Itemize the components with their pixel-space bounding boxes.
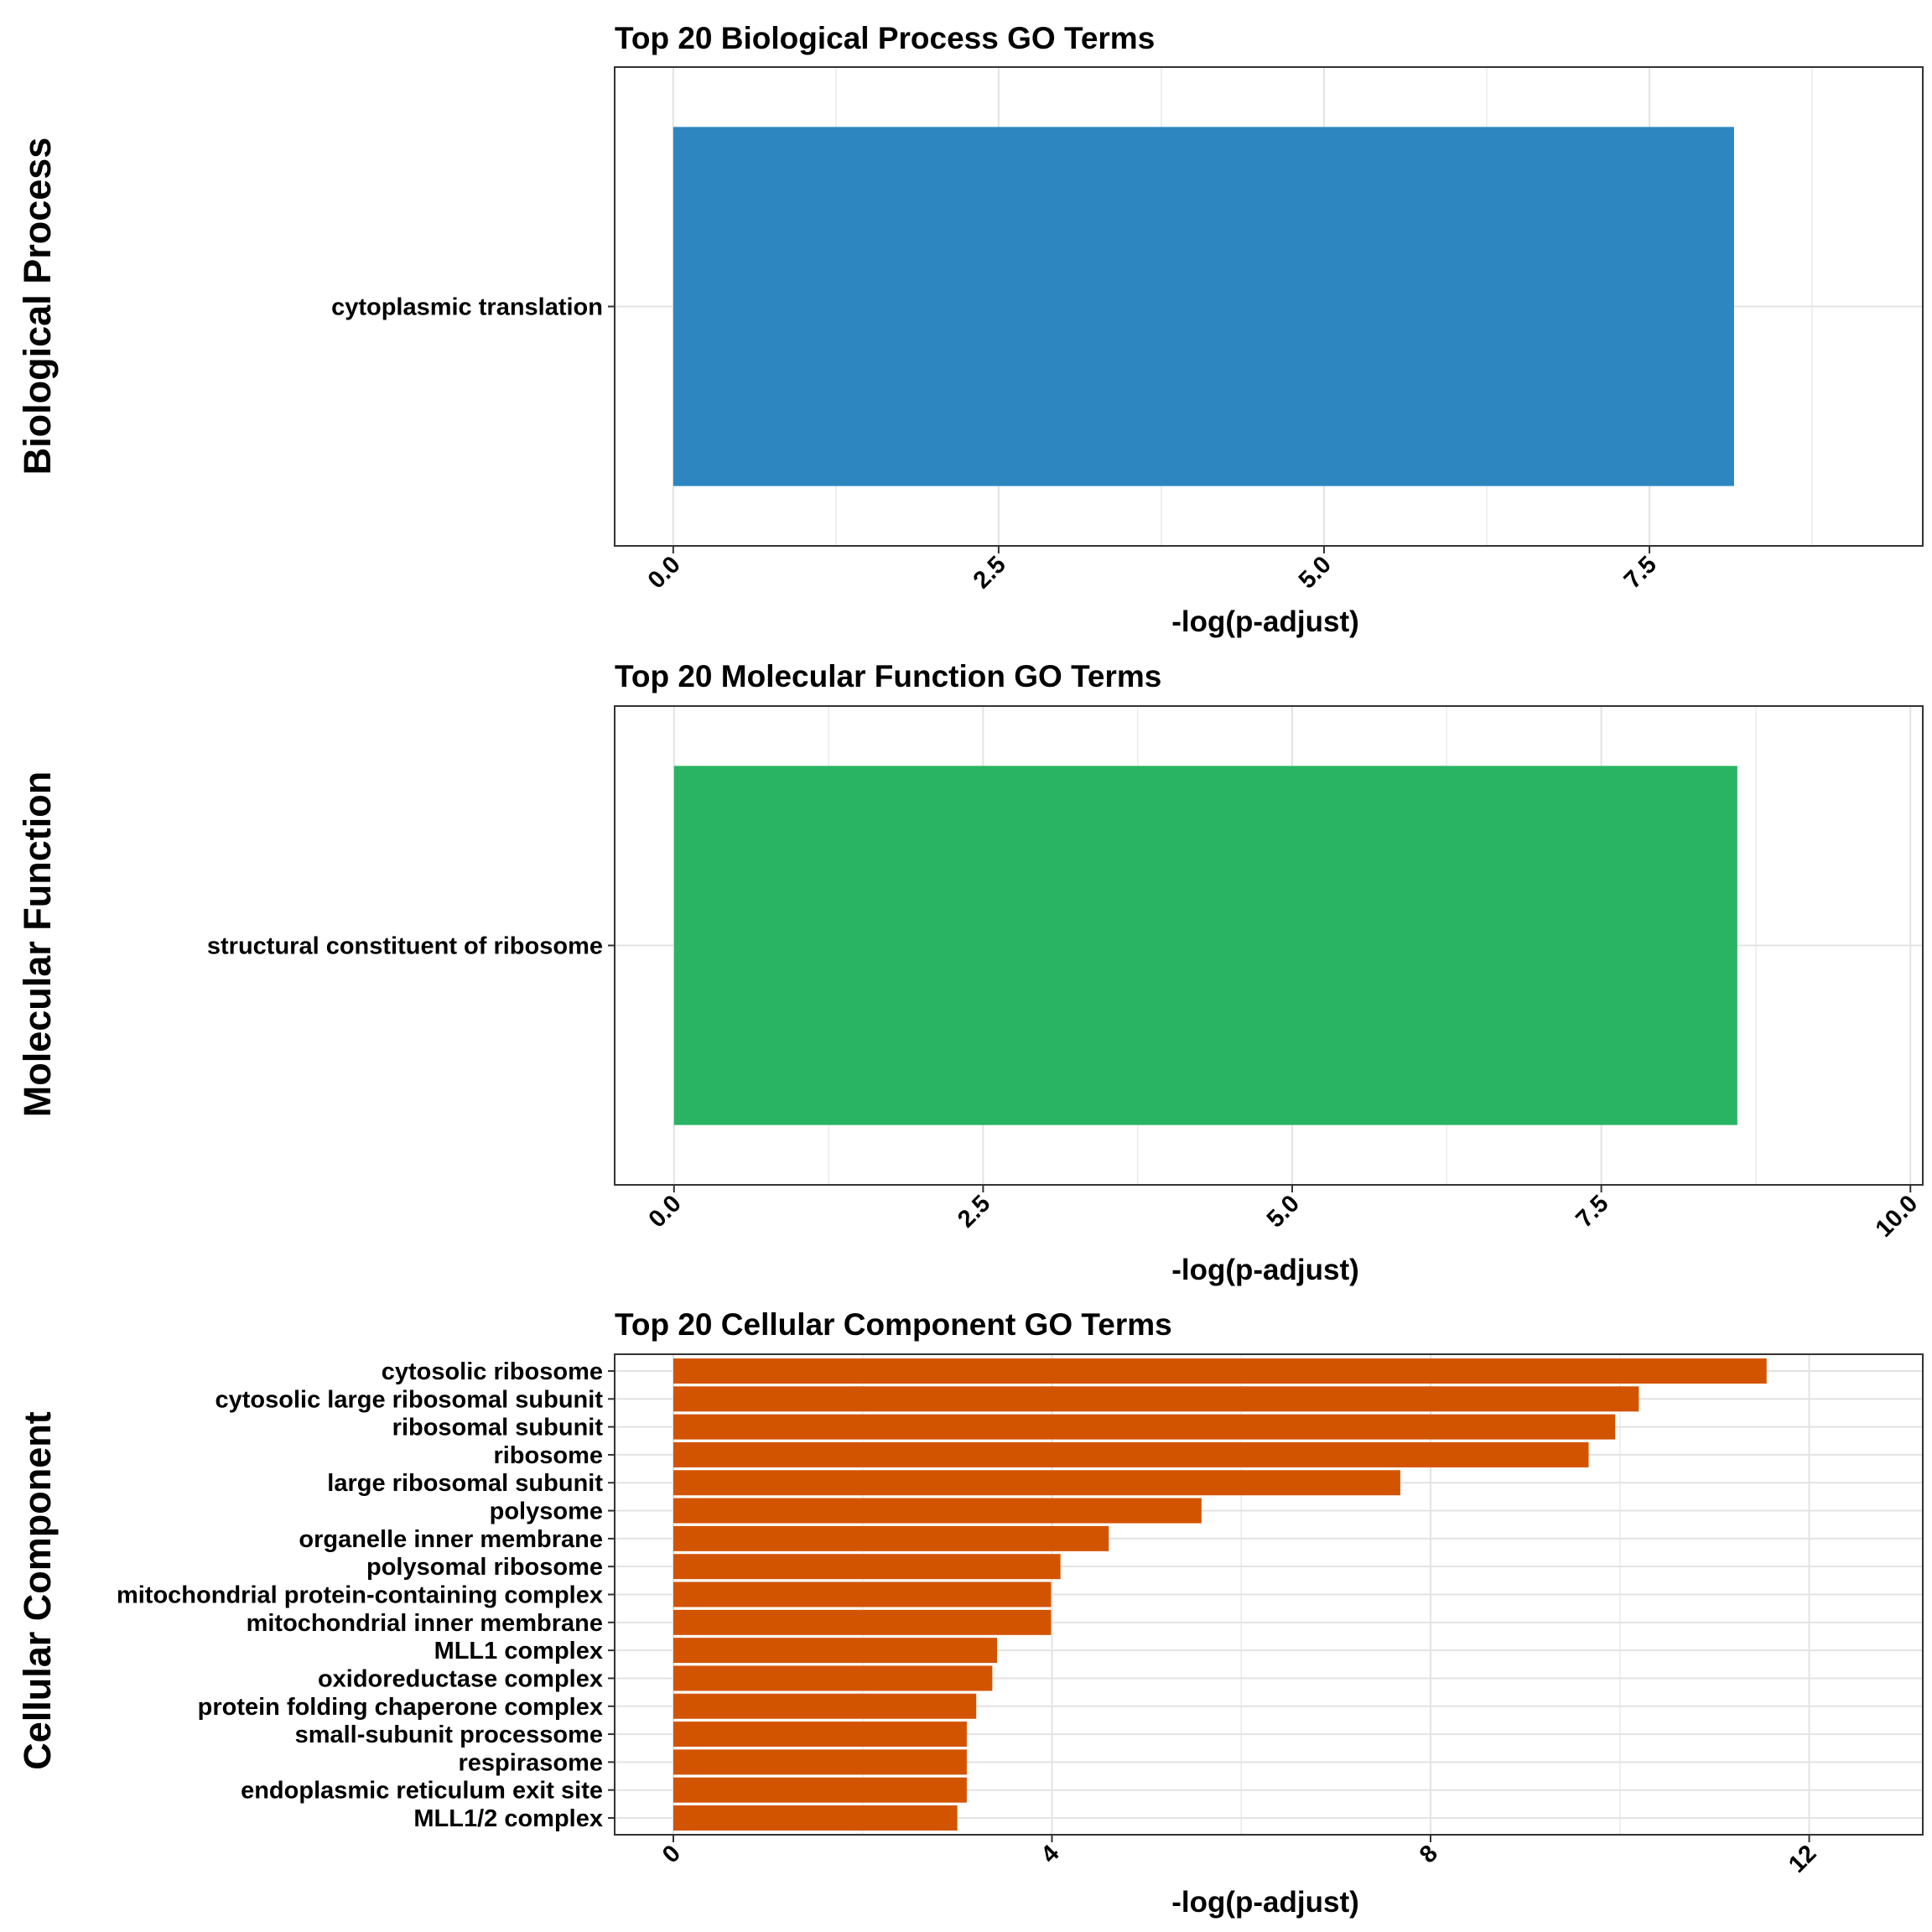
x-tick-label: 2.5 xyxy=(953,1190,995,1233)
bar-cellular-component xyxy=(673,1693,977,1719)
x-tick-label: 5.0 xyxy=(1262,1190,1305,1233)
x-axis-title-cellular-component: -log(p-adjust) xyxy=(1171,1886,1359,1919)
bar-cellular-component xyxy=(673,1638,998,1664)
bar-cellular-component xyxy=(673,1581,1052,1607)
bar-cellular-component xyxy=(673,1498,1202,1524)
category-label: mitochondrial inner membrane xyxy=(247,1610,603,1637)
bar-cellular-component xyxy=(673,1414,1616,1440)
x-tick-label: 7.5 xyxy=(1571,1190,1613,1233)
bar-cellular-component xyxy=(673,1609,1052,1635)
bar-cellular-component xyxy=(673,1554,1061,1580)
x-tick-label: 0.0 xyxy=(643,551,686,594)
chart-title-biological-process: Top 20 Biological Process GO Terms xyxy=(615,21,1155,55)
x-tick-label: 5.0 xyxy=(1294,551,1337,594)
category-label: MLL1/2 complex xyxy=(413,1805,603,1832)
bar-cellular-component xyxy=(673,1665,993,1691)
row-label-biological-process: Biological Process xyxy=(16,138,59,475)
x-tick-label: 10.0 xyxy=(1871,1190,1924,1243)
category-label: structural constituent of ribosome xyxy=(207,933,603,960)
panel-molecular-function: Molecular Function Top 20 Molecular Func… xyxy=(16,659,1924,1286)
x-tick-label: 7.5 xyxy=(1619,551,1662,594)
bar-cellular-component xyxy=(673,1358,1767,1384)
category-label: small-subunit processome xyxy=(295,1722,603,1748)
x-axis-title-biological-process: -log(p-adjust) xyxy=(1171,605,1359,638)
bar-molecular-function xyxy=(673,766,1737,1125)
x-tick-label: 2.5 xyxy=(969,551,1011,594)
bar-cellular-component xyxy=(673,1749,967,1775)
category-label: polysome xyxy=(490,1498,603,1525)
category-label: polysomal ribosome xyxy=(366,1554,603,1581)
category-label: respirasome xyxy=(459,1749,604,1776)
bar-biological-process xyxy=(673,127,1734,486)
category-label: large ribosomal subunit xyxy=(327,1470,603,1497)
panel-cellular-component: Cellular Component Top 20 Cellular Compo… xyxy=(16,1307,1924,1919)
bar-cellular-component xyxy=(673,1441,1589,1467)
panel-biological-process: Biological Process Top 20 Biological Pro… xyxy=(16,21,1924,638)
plot-area-biological-process: cytoplasmic translation 0.0 2.5 5.0 7.5 xyxy=(331,66,1924,594)
x-tick-label: 0 xyxy=(657,1840,686,1868)
row-label-cellular-component: Cellular Component xyxy=(16,1411,59,1770)
x-tick-label: 8 xyxy=(1415,1840,1443,1868)
category-label: cytoplasmic translation xyxy=(331,294,603,321)
category-label: MLL1 complex xyxy=(434,1638,603,1665)
category-label: organelle inner membrane xyxy=(299,1526,603,1553)
x-tick-label: 12 xyxy=(1784,1840,1821,1877)
chart-title-cellular-component: Top 20 Cellular Component GO Terms xyxy=(615,1307,1172,1342)
bar-cellular-component xyxy=(673,1470,1400,1496)
x-axis-title-molecular-function: -log(p-adjust) xyxy=(1171,1254,1359,1286)
category-label: protein folding chaperone complex xyxy=(198,1694,603,1721)
row-label-molecular-function: Molecular Function xyxy=(16,771,59,1118)
bar-cellular-component xyxy=(673,1386,1639,1412)
bar-cellular-component xyxy=(673,1722,967,1748)
category-label: cytosolic large ribosomal subunit xyxy=(216,1386,604,1413)
plot-area-molecular-function: structural constituent of ribosome 0.0 2.5… xyxy=(207,705,1924,1243)
chart-title-molecular-function: Top 20 Molecular Function GO Terms xyxy=(615,659,1161,693)
category-label: cytosolic ribosome xyxy=(382,1358,603,1385)
category-label: endoplasmic reticulum exit site xyxy=(241,1778,603,1805)
x-tick-label: 4 xyxy=(1036,1840,1064,1868)
bar-cellular-component xyxy=(673,1777,967,1803)
bar-cellular-component xyxy=(673,1525,1109,1551)
category-label: ribosome xyxy=(493,1442,603,1469)
bar-cellular-component xyxy=(673,1805,958,1831)
x-tick-label: 0.0 xyxy=(644,1190,687,1233)
category-label: ribosomal subunit xyxy=(392,1415,604,1441)
category-label: oxidoreductase complex xyxy=(318,1665,603,1692)
category-label: mitochondrial protein-containing complex xyxy=(117,1582,603,1609)
